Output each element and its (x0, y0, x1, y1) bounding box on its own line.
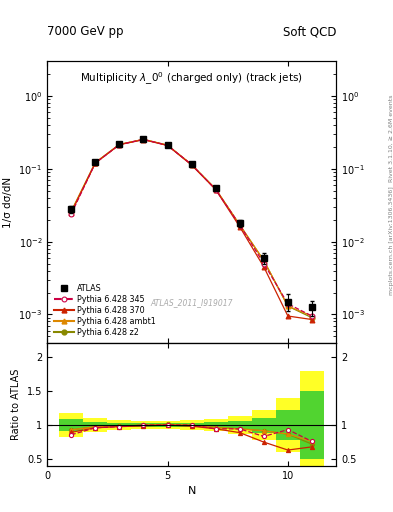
Pythia 6.428 345 (141, 136, 146, 142)
Text: 7000 GeV pp: 7000 GeV pp (47, 26, 124, 38)
Pythia 6.428 345 (285, 301, 290, 307)
Pythia 6.428 370 (189, 162, 194, 168)
Line: Pythia 6.428 345: Pythia 6.428 345 (69, 137, 314, 318)
Pythia 6.428 ambt1 (189, 161, 194, 167)
Text: ATLAS_2011_I919017: ATLAS_2011_I919017 (151, 297, 233, 307)
Pythia 6.428 ambt1 (285, 303, 290, 309)
Text: Rivet 3.1.10, ≥ 2.6M events: Rivet 3.1.10, ≥ 2.6M events (389, 95, 393, 182)
Pythia 6.428 345 (189, 161, 194, 167)
Pythia 6.428 z2 (285, 303, 290, 309)
Pythia 6.428 ambt1 (237, 222, 242, 228)
Legend: ATLAS, Pythia 6.428 345, Pythia 6.428 370, Pythia 6.428 ambt1, Pythia 6.428 z2: ATLAS, Pythia 6.428 345, Pythia 6.428 37… (51, 282, 158, 339)
Pythia 6.428 ambt1 (261, 258, 266, 264)
Pythia 6.428 345 (165, 142, 170, 148)
Pythia 6.428 345 (237, 222, 242, 228)
Pythia 6.428 z2 (141, 136, 146, 142)
Pythia 6.428 z2 (117, 141, 122, 147)
Text: mcplots.cern.ch [arXiv:1306.3436]: mcplots.cern.ch [arXiv:1306.3436] (389, 186, 393, 295)
Line: Pythia 6.428 z2: Pythia 6.428 z2 (69, 137, 314, 320)
Y-axis label: Ratio to ATLAS: Ratio to ATLAS (11, 369, 21, 440)
Pythia 6.428 z2 (310, 315, 314, 321)
Pythia 6.428 z2 (261, 258, 266, 264)
Pythia 6.428 345 (117, 142, 122, 148)
Pythia 6.428 370 (285, 313, 290, 319)
Pythia 6.428 345 (310, 313, 314, 319)
Pythia 6.428 370 (93, 160, 97, 166)
Pythia 6.428 370 (69, 209, 73, 216)
Pythia 6.428 z2 (213, 186, 218, 192)
Pythia 6.428 z2 (189, 162, 194, 168)
Text: Soft QCD: Soft QCD (283, 26, 336, 38)
Pythia 6.428 345 (69, 211, 73, 217)
Text: Multiplicity $\lambda\_0^0$ (charged only) (track jets): Multiplicity $\lambda\_0^0$ (charged onl… (80, 70, 303, 87)
Pythia 6.428 370 (237, 224, 242, 230)
Pythia 6.428 345 (261, 261, 266, 267)
Pythia 6.428 ambt1 (310, 313, 314, 319)
Pythia 6.428 345 (93, 160, 97, 166)
Pythia 6.428 370 (117, 142, 122, 148)
Pythia 6.428 z2 (237, 222, 242, 228)
Pythia 6.428 370 (141, 137, 146, 143)
Pythia 6.428 ambt1 (117, 141, 122, 147)
Line: Pythia 6.428 370: Pythia 6.428 370 (69, 137, 314, 322)
Pythia 6.428 z2 (93, 160, 97, 166)
Pythia 6.428 ambt1 (213, 186, 218, 192)
Pythia 6.428 z2 (69, 208, 73, 215)
Pythia 6.428 370 (165, 142, 170, 148)
Pythia 6.428 370 (261, 264, 266, 270)
Pythia 6.428 z2 (165, 142, 170, 148)
Pythia 6.428 370 (213, 186, 218, 193)
Pythia 6.428 370 (310, 316, 314, 323)
X-axis label: N: N (187, 486, 196, 496)
Y-axis label: 1/σ dσ/dN: 1/σ dσ/dN (3, 177, 13, 228)
Pythia 6.428 ambt1 (69, 208, 73, 215)
Pythia 6.428 345 (213, 186, 218, 193)
Pythia 6.428 ambt1 (141, 136, 146, 142)
Pythia 6.428 ambt1 (93, 160, 97, 166)
Pythia 6.428 ambt1 (165, 142, 170, 148)
Line: Pythia 6.428 ambt1: Pythia 6.428 ambt1 (69, 137, 314, 318)
